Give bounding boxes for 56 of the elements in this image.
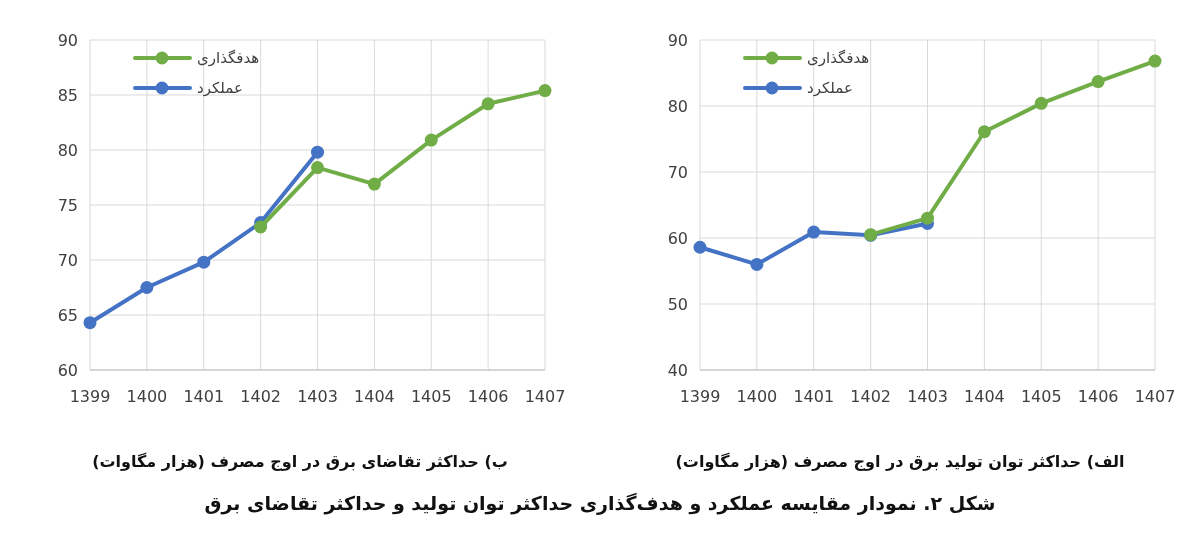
point [921,211,934,225]
x-tick-label: 1407 [1134,387,1176,406]
legend-label: عملکرد [807,79,853,97]
point [83,316,97,330]
x-tick-label: 1407 [524,387,566,406]
point [254,220,268,234]
y-tick-label: 40 [667,361,688,380]
y-tick-label: 65 [57,306,78,325]
point [311,161,324,175]
point [424,133,438,147]
legend-label: هدفگذاری [807,49,870,67]
point [197,255,211,269]
y-tick-label: 50 [667,295,688,314]
point [538,84,552,98]
point [1148,54,1162,68]
x-tick-label: 1402 [850,387,891,406]
x-tick-label: 1403 [907,387,948,406]
x-tick-label: 1405 [1020,387,1062,406]
point [693,240,707,254]
point [750,257,764,271]
y-tick-label: 60 [667,229,688,248]
y-tick-label: 80 [57,141,78,160]
text: ب) حداکثر تقاضای برق در اوج مصرف (هزار مگاوات) [92,452,508,471]
x-tick-label: 1399 [679,387,721,406]
x-tick-label: 1403 [297,387,338,406]
text: الف) حداکثر توان تولید برق در اوج مصرف (هزار مگاوات) [675,452,1125,471]
x-tick-label: 1406 [1077,387,1119,406]
x-tick-label: 1401 [183,387,225,406]
point [807,225,821,239]
point [977,125,991,139]
legend-label: عملکرد [197,79,243,97]
x-tick-label: 1401 [793,387,835,406]
y-tick-label: 90 [57,31,78,50]
point [1034,96,1048,110]
y-tick-label: 80 [667,97,688,116]
legend-label: هدفگذاری [197,49,260,67]
x-tick-label: 1404 [964,387,1005,406]
point [481,97,495,111]
x-tick-label: 1399 [69,387,111,406]
point [367,177,381,191]
x-tick-label: 1404 [354,387,395,406]
x-tick-label: 1405 [410,387,452,406]
x-tick-label: 1400 [126,387,168,406]
y-tick-label: 90 [667,31,688,50]
y-tick-label: 60 [57,361,78,380]
y-tick-label: 85 [57,86,78,105]
point [140,281,154,294]
x-tick-label: 1402 [240,387,281,406]
y-tick-label: 70 [57,251,78,270]
y-tick-label: 75 [57,196,78,215]
text: شکل ۲. نمودار مقایسه عملکرد و هدف‌گذاری حداکثر توان تولید و حداکثر تقاضای برق [204,492,996,515]
x-tick-label: 1406 [467,387,509,406]
point [1091,75,1105,89]
y-tick-label: 70 [667,163,688,182]
x-tick-label: 1400 [736,387,778,406]
point [311,145,324,159]
